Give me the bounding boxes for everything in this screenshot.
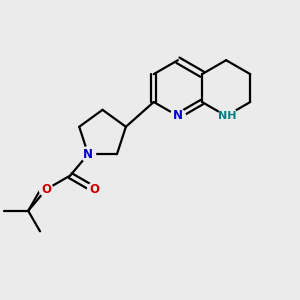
Circle shape (218, 107, 237, 125)
Circle shape (170, 109, 185, 123)
Text: NH: NH (218, 111, 237, 121)
Circle shape (39, 183, 53, 196)
Text: N: N (83, 148, 93, 161)
Text: N: N (173, 110, 183, 122)
Text: O: O (89, 183, 99, 196)
Text: O: O (41, 183, 51, 196)
Circle shape (88, 183, 101, 196)
Circle shape (81, 147, 96, 162)
